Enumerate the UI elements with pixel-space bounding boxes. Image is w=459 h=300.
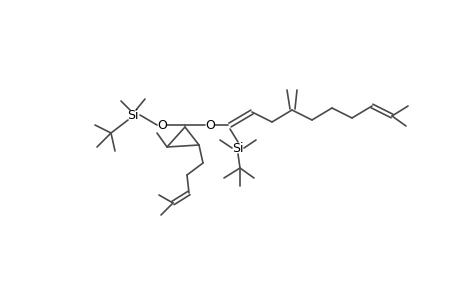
Text: Si: Si — [232, 142, 243, 154]
Text: O: O — [205, 118, 214, 131]
Text: Si: Si — [127, 109, 139, 122]
Text: O: O — [157, 118, 167, 131]
